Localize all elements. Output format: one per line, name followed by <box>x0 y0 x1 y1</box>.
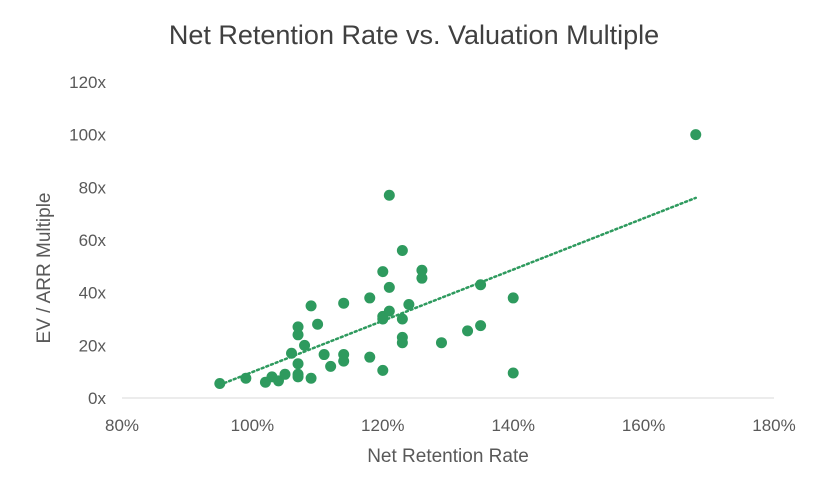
data-point <box>312 318 324 330</box>
x-tick-label: 80% <box>105 416 139 435</box>
chart-title: Net Retention Rate vs. Valuation Multipl… <box>168 20 660 50</box>
x-tick-label: 140% <box>491 416 534 435</box>
data-point <box>305 372 317 384</box>
data-point <box>305 300 317 312</box>
data-point <box>292 321 304 333</box>
data-point <box>286 347 298 359</box>
x-tick-label: 120% <box>361 416 404 435</box>
data-point <box>364 351 376 363</box>
data-point <box>338 355 350 367</box>
data-point <box>690 129 702 141</box>
data-point <box>240 372 252 384</box>
data-point <box>214 378 226 390</box>
data-point <box>507 292 519 304</box>
y-tick-label: 80x <box>79 178 107 197</box>
data-point <box>416 264 428 276</box>
data-point <box>403 299 415 311</box>
data-point <box>396 337 408 349</box>
data-point <box>279 368 291 380</box>
trendline-line <box>218 196 698 387</box>
data-point <box>396 313 408 325</box>
y-tick-label: 20x <box>79 336 107 355</box>
data-point <box>462 325 474 337</box>
x-tick-label: 160% <box>622 416 665 435</box>
data-point <box>299 339 311 351</box>
x-axis-title: Net Retention Rate <box>367 446 529 467</box>
data-points <box>214 129 702 390</box>
data-point <box>435 337 447 349</box>
data-point <box>292 358 304 370</box>
data-point <box>292 371 304 383</box>
y-tick-label: 120x <box>69 73 106 92</box>
y-tick-labels: 0x 20x 40x 60x 80x 100x 120x <box>69 73 106 408</box>
trendline <box>218 196 698 387</box>
data-point <box>475 320 487 332</box>
data-point <box>318 349 330 361</box>
y-tick-label: 40x <box>79 284 107 303</box>
data-point <box>383 281 395 293</box>
y-tick-label: 0x <box>88 389 106 408</box>
data-point <box>292 329 304 341</box>
data-point <box>377 266 389 278</box>
data-point <box>364 292 376 304</box>
data-point <box>325 360 337 372</box>
y-tick-label: 60x <box>79 231 107 250</box>
data-point <box>396 245 408 257</box>
data-point <box>383 305 395 317</box>
data-point <box>416 272 428 284</box>
x-tick-label: 100% <box>231 416 274 435</box>
data-point <box>377 364 389 376</box>
data-point <box>507 367 519 379</box>
data-point <box>383 189 395 201</box>
y-axis-title: EV / ARR Multiple <box>34 193 55 344</box>
y-tick-label: 100x <box>69 126 106 145</box>
data-point <box>377 313 389 325</box>
x-tick-labels: 80% 100% 120% 140% 160% 180% <box>105 416 796 435</box>
x-tick-label: 180% <box>752 416 795 435</box>
data-point <box>338 297 350 309</box>
data-point <box>475 279 487 291</box>
